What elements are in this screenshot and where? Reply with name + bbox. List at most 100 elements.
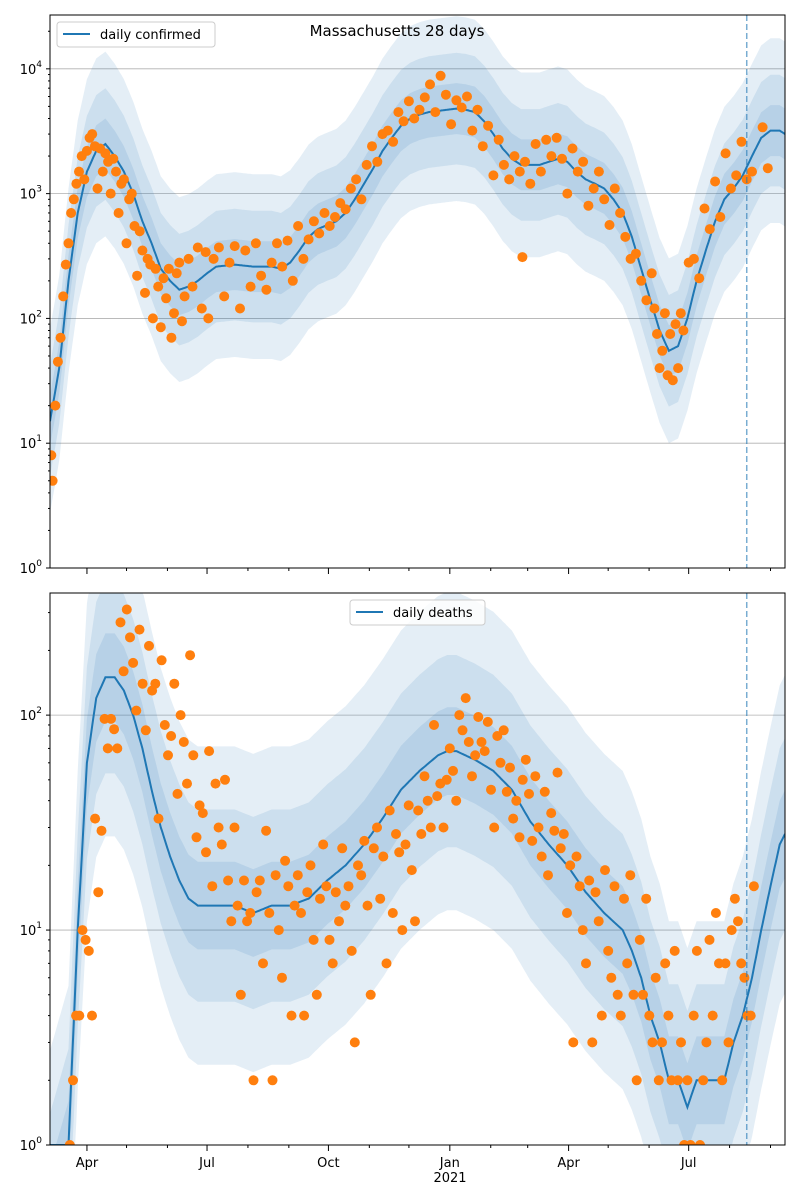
observed-point — [501, 786, 512, 797]
observed-point — [660, 958, 671, 969]
axes-frame — [49, 14, 786, 569]
observed-point — [410, 916, 420, 927]
observed-point — [691, 945, 702, 956]
observed-point — [174, 257, 185, 268]
observed-point — [694, 273, 705, 284]
observed-point — [454, 710, 465, 721]
observed-point — [286, 1010, 297, 1021]
observed-point — [489, 822, 500, 833]
observed-point — [739, 972, 750, 983]
observed-point — [324, 221, 335, 231]
observed-point — [583, 200, 594, 211]
observed-point — [207, 881, 218, 892]
observed-point — [555, 843, 566, 854]
observed-point — [248, 1075, 259, 1086]
observed-point — [100, 148, 111, 159]
observed-point — [318, 839, 329, 850]
observed-point — [87, 1010, 97, 1021]
observed-point — [467, 771, 477, 782]
observed-point — [476, 737, 487, 747]
x-tick-label: Jul — [680, 1156, 697, 1171]
x-tick-label: Jul — [198, 1156, 215, 1171]
observed-point — [514, 832, 525, 843]
observed-point — [109, 724, 120, 735]
observed-point — [287, 275, 298, 286]
observed-point — [676, 1037, 686, 1048]
observed-point — [438, 822, 449, 833]
observed-point — [213, 242, 224, 253]
observed-point — [456, 102, 467, 113]
observed-point — [641, 295, 652, 306]
observed-point — [311, 989, 322, 1000]
observed-point — [631, 1075, 642, 1086]
observed-point — [517, 774, 528, 785]
observed-point — [463, 737, 474, 747]
observed-point — [50, 450, 57, 461]
observed-point — [670, 319, 681, 330]
observed-point — [546, 151, 557, 162]
observed-point — [652, 329, 662, 339]
observed-point — [97, 166, 108, 177]
observed-point — [600, 865, 610, 876]
observed-point — [68, 194, 79, 205]
observed-point — [757, 122, 768, 133]
observed-point — [60, 259, 71, 270]
observed-point — [509, 151, 520, 162]
observed-point — [156, 655, 167, 666]
observed-point — [261, 825, 272, 836]
observed-point — [425, 822, 436, 833]
observed-point — [541, 134, 552, 145]
observed-point — [169, 308, 179, 319]
observed-point — [266, 257, 277, 268]
observed-point — [441, 774, 452, 785]
observed-point — [303, 234, 314, 245]
observed-point — [229, 822, 240, 833]
observed-point — [293, 221, 304, 231]
observed-point — [378, 851, 389, 862]
observed-point — [351, 174, 362, 185]
observed-point — [603, 945, 614, 956]
observed-point — [340, 900, 351, 911]
observed-point — [330, 212, 340, 222]
observed-point — [140, 287, 150, 298]
observed-point — [126, 188, 137, 199]
observed-point — [52, 356, 63, 367]
observed-point — [283, 881, 294, 892]
confidence-band — [50, 593, 785, 1145]
observed-point — [308, 216, 319, 227]
observed-point — [356, 194, 367, 205]
observed-point — [220, 774, 230, 785]
observed-point — [224, 257, 235, 268]
observed-point — [520, 754, 531, 765]
observed-point — [166, 332, 177, 343]
observed-point — [208, 253, 219, 264]
observed-point — [102, 743, 113, 754]
observed-point — [153, 281, 164, 292]
observed-point — [161, 293, 172, 304]
observed-point — [432, 791, 443, 802]
observed-point — [536, 851, 547, 862]
observed-point — [609, 881, 620, 892]
observed-point — [549, 825, 560, 836]
observed-point — [153, 813, 164, 824]
observed-point — [264, 908, 275, 918]
observed-point — [581, 958, 591, 969]
observed-point — [321, 881, 332, 892]
observed-point — [406, 865, 417, 876]
x-tick-label: Apr — [76, 1156, 99, 1171]
observed-point — [460, 693, 471, 704]
observed-point — [118, 666, 129, 677]
observed-point — [717, 1075, 728, 1086]
observed-point — [578, 156, 589, 167]
observed-point — [169, 678, 180, 689]
observed-point — [131, 705, 142, 716]
observed-point — [63, 238, 74, 249]
observed-point — [210, 778, 221, 789]
observed-point — [720, 148, 731, 159]
observed-point — [508, 813, 519, 824]
observed-point — [353, 860, 363, 871]
observed-point — [482, 716, 493, 727]
observed-point — [105, 188, 116, 199]
observed-point — [747, 166, 757, 177]
observed-point — [419, 771, 430, 782]
